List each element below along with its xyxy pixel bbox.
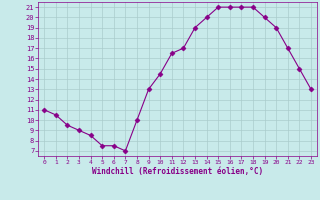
- X-axis label: Windchill (Refroidissement éolien,°C): Windchill (Refroidissement éolien,°C): [92, 167, 263, 176]
